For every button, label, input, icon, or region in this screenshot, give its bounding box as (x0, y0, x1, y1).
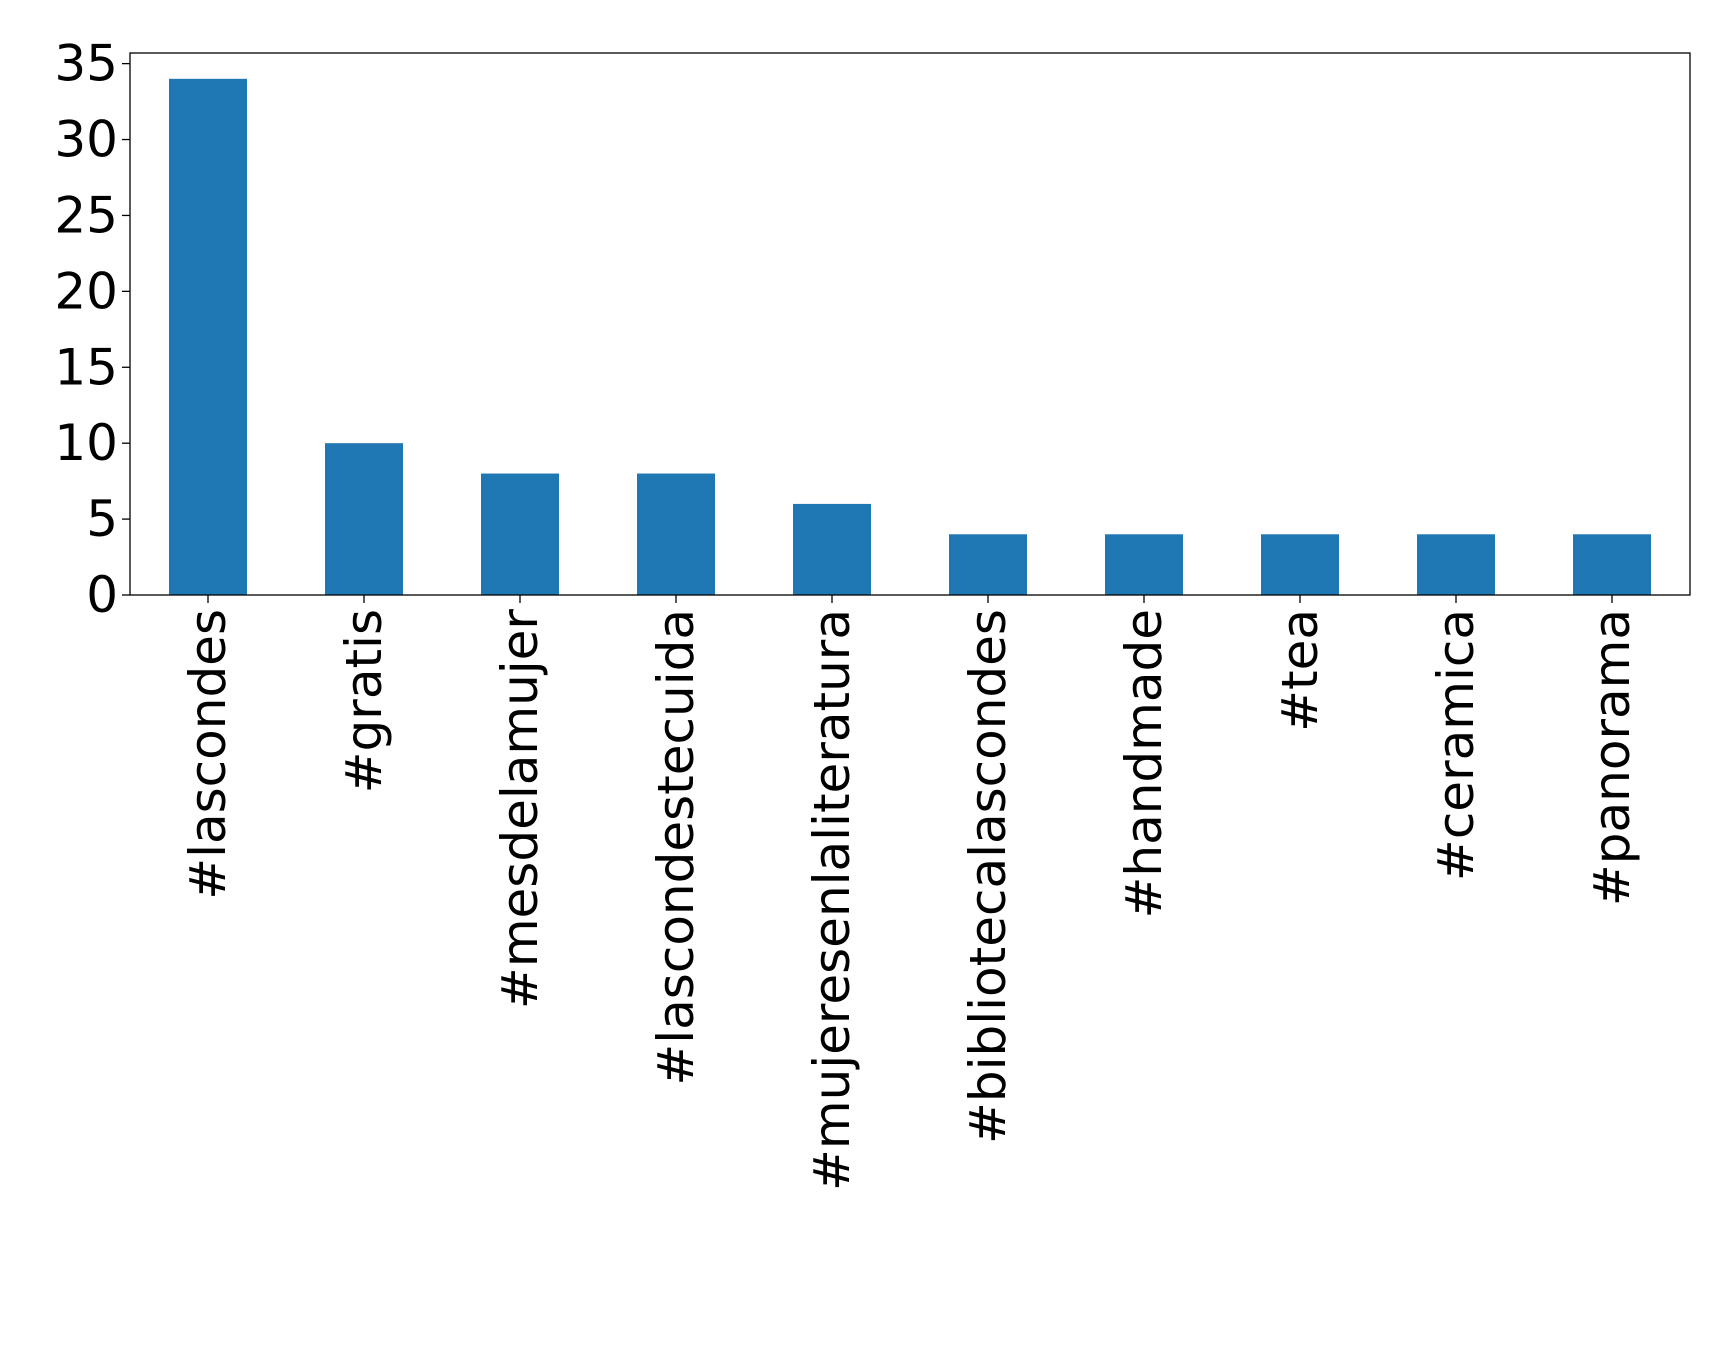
y-tick-label: 0 (86, 566, 118, 624)
bar (325, 443, 403, 595)
x-tick-label: #ceramica (1427, 609, 1485, 881)
bars-group (169, 78, 1651, 596)
y-tick-label: 25 (54, 186, 118, 244)
y-axis: 0 5 10 15 20 25 30 35 (54, 35, 130, 624)
bar (949, 534, 1027, 595)
x-tick-label: #handmade (1115, 609, 1173, 919)
x-tick-label: #gratis (335, 609, 393, 793)
y-tick-label: 5 (86, 490, 118, 548)
y-tick-label: 30 (54, 111, 118, 169)
bar (1261, 534, 1339, 595)
y-tick-label: 10 (54, 414, 118, 472)
x-tick-label: #tea (1271, 609, 1329, 732)
bar (637, 473, 715, 595)
bar (1105, 534, 1183, 595)
bar (793, 503, 871, 595)
x-tick-label: #mujeresenlaliteratura (803, 609, 861, 1191)
x-tick-label: #panorama (1583, 609, 1641, 906)
y-tick-label: 20 (54, 262, 118, 320)
x-tick-label: #mesdelamujer (491, 609, 549, 1009)
bar (1573, 534, 1651, 595)
y-tick-label: 15 (54, 338, 118, 396)
x-tick-label: #lascondes (179, 609, 237, 900)
bar (169, 78, 247, 596)
bar (1417, 534, 1495, 595)
plot-frame (129, 52, 1691, 596)
x-tick-label: #lascondestecuida (647, 609, 705, 1086)
bar (481, 473, 559, 595)
y-tick-label: 35 (54, 35, 118, 93)
x-tick-label: #bibliotecalascondes (959, 609, 1017, 1144)
x-axis: #lascondes #gratis #mesdelamujer #lascondes… (179, 595, 1641, 1191)
